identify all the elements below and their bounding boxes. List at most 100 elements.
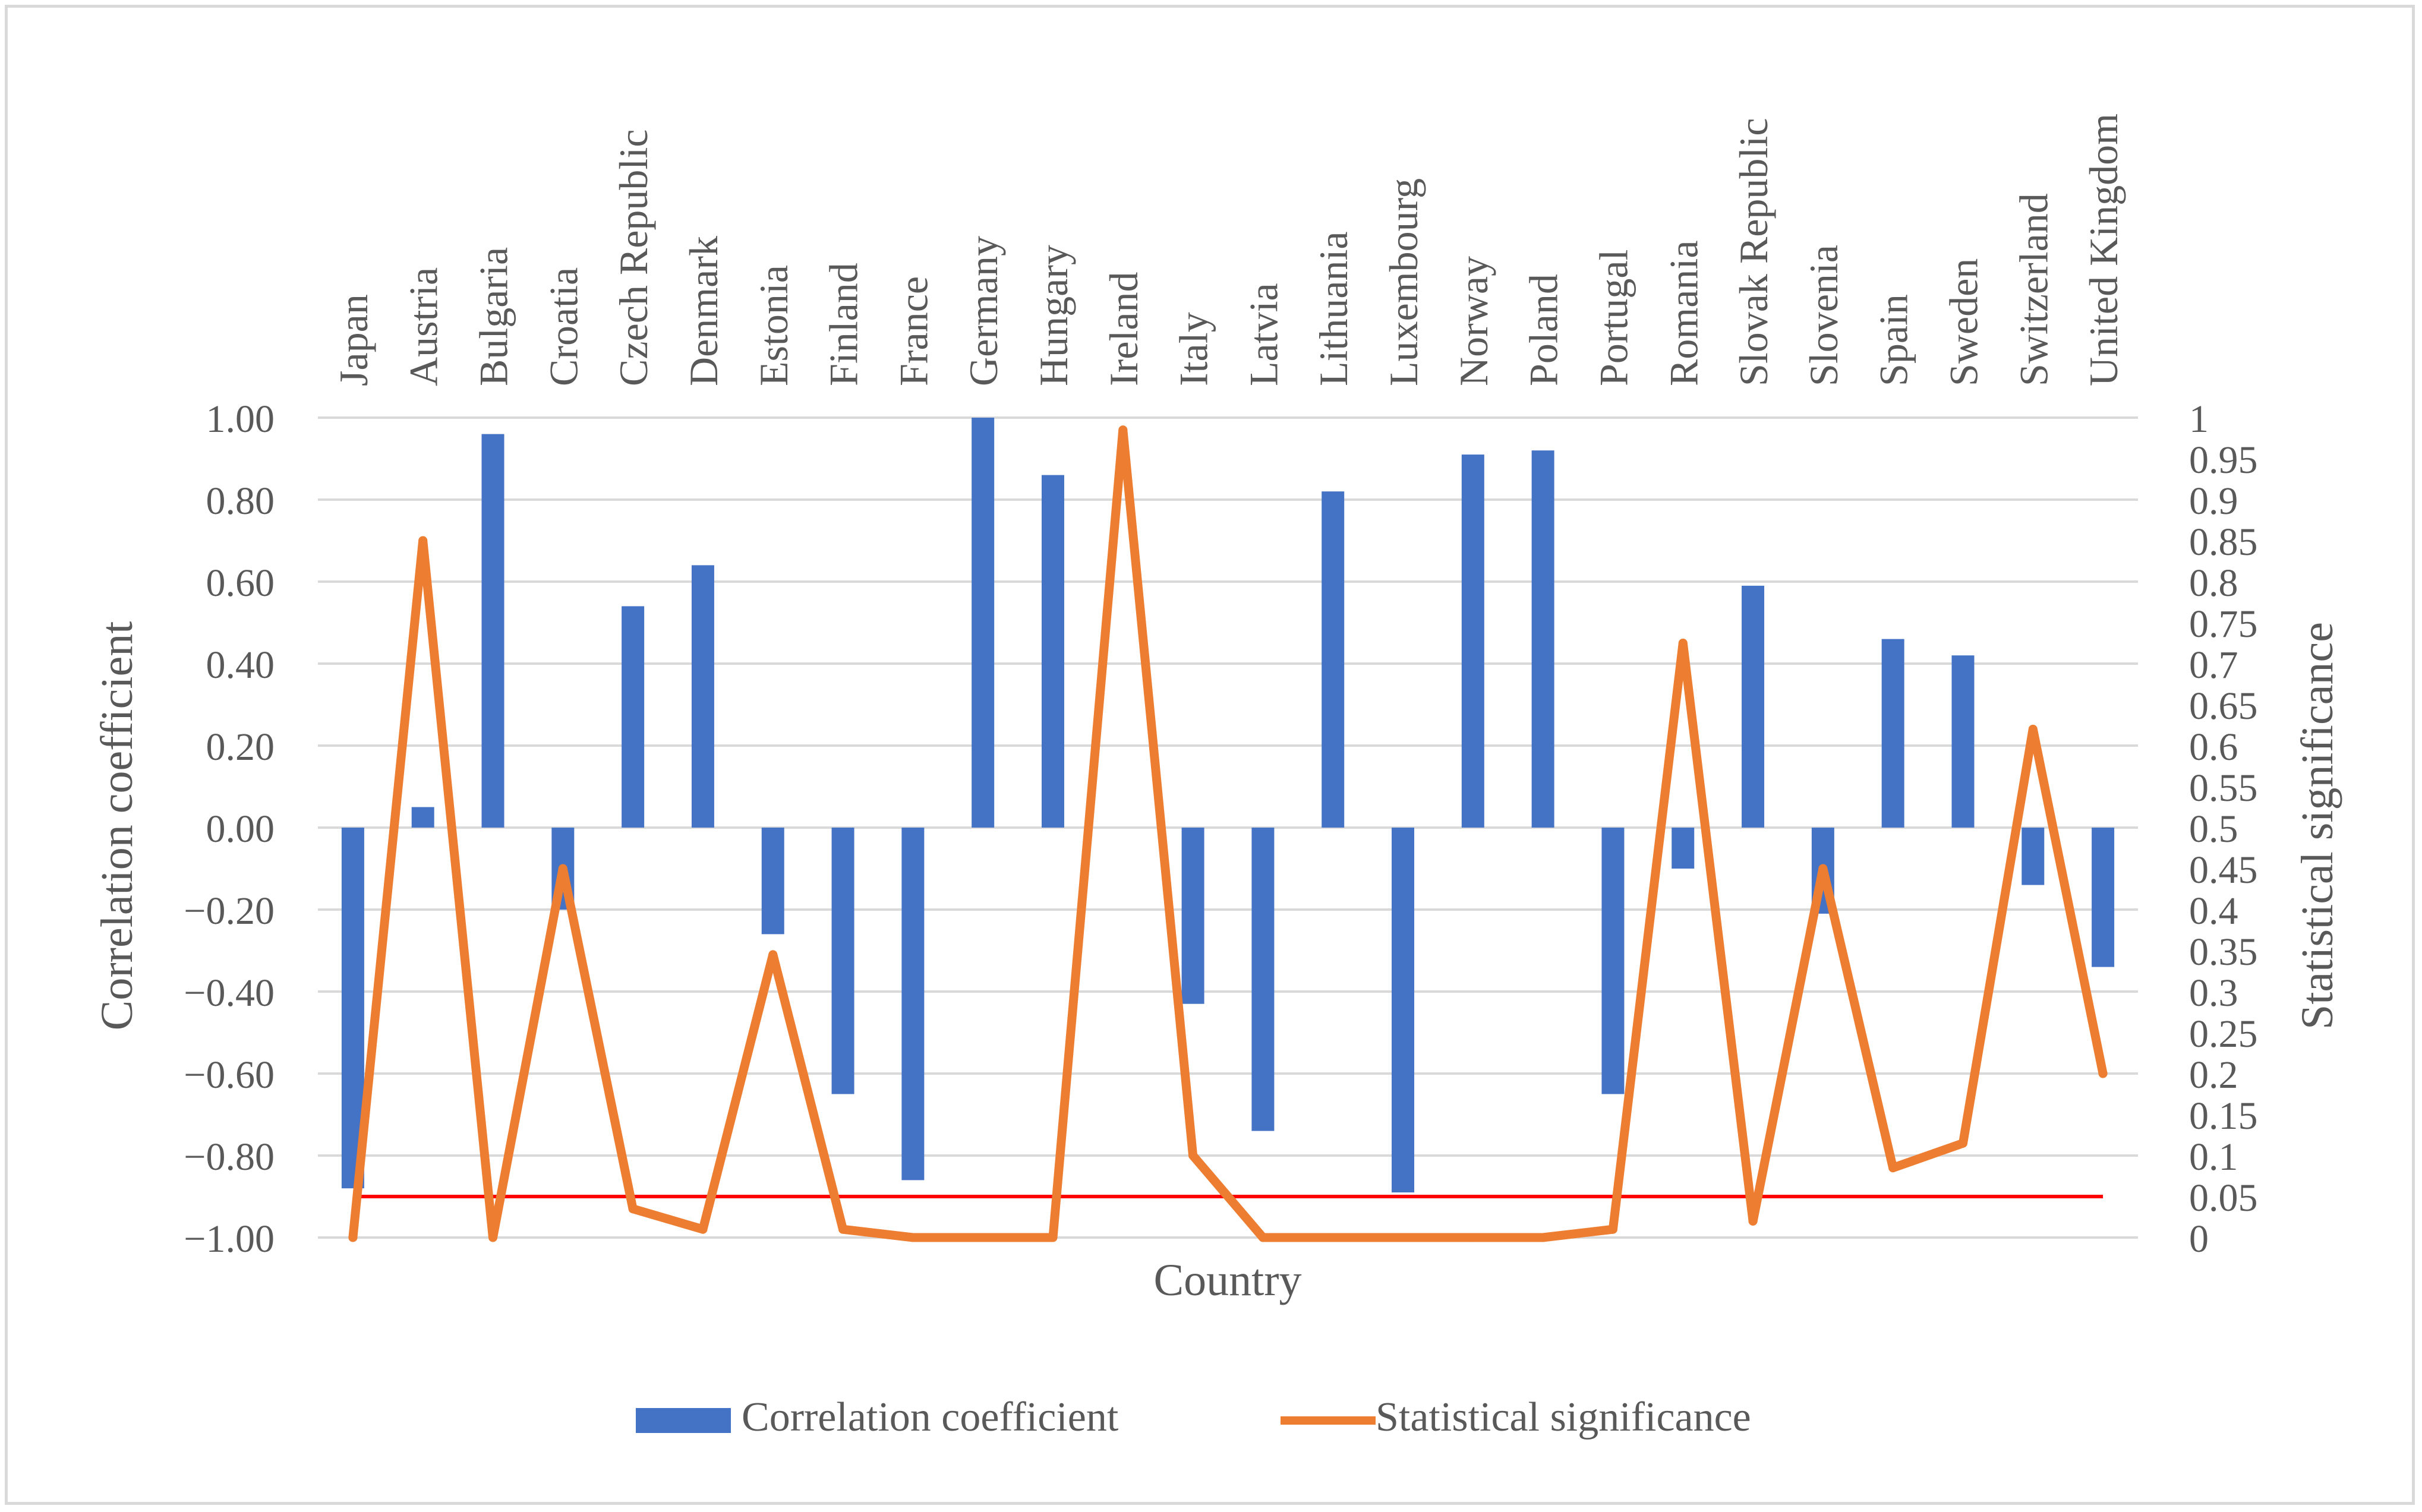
bar-switzerland: [2022, 828, 2045, 885]
y2-tick-label: 0.95: [2189, 438, 2258, 482]
y2-tick-label: 0.7: [2189, 643, 2238, 687]
y-tick-label: 1.00: [206, 397, 275, 441]
significance-point: [1258, 1233, 1267, 1242]
significance-point: [1678, 639, 1688, 648]
significance-point: [1398, 1233, 1408, 1242]
bar-germany: [972, 418, 995, 828]
y2-tick-label: 0.05: [2189, 1176, 2258, 1220]
significance-point: [1748, 1216, 1758, 1226]
x-tick-label: Norway: [1451, 256, 1496, 386]
significance-point: [1958, 1138, 1967, 1148]
y2-tick-label: 0.8: [2189, 561, 2238, 605]
y-tick-label: 0.60: [206, 561, 275, 605]
bar-france: [901, 828, 925, 1180]
bar-romania: [1672, 828, 1695, 869]
x-tick-label: Poland: [1521, 274, 1566, 386]
bar-finland: [831, 828, 854, 1094]
significance-point: [1888, 1163, 1898, 1173]
bar-hungary: [1041, 475, 1064, 828]
x-tick-label: Latvia: [1241, 283, 1286, 386]
bar-denmark: [691, 565, 714, 828]
significance-point: [908, 1233, 917, 1242]
bar-austria: [411, 807, 434, 828]
significance-line: [348, 425, 2108, 1242]
bar-sweden: [1951, 655, 1975, 828]
y-tick-label: 0.00: [206, 807, 275, 851]
significance-point: [2098, 1069, 2108, 1078]
significance-point: [2028, 724, 2038, 734]
x-tick-label: Italy: [1171, 312, 1216, 386]
x-tick-label: Austria: [401, 267, 446, 386]
significance-point: [1188, 1151, 1198, 1160]
x-tick-label: Spain: [1871, 294, 1916, 386]
y2-tick-label: 0.5: [2189, 807, 2238, 851]
bar-united-kingdom: [2092, 828, 2115, 967]
significance-point: [1468, 1233, 1478, 1242]
x-tick-label: Japan: [331, 294, 376, 386]
y2-tick-label: 0.85: [2189, 520, 2258, 564]
y2-tick-label: 0.1: [2189, 1135, 2238, 1179]
legend-label-significance: Statistical significance: [1376, 1394, 1751, 1440]
x-tick-label: Estonia: [751, 265, 796, 386]
significance-point: [1538, 1233, 1548, 1242]
x-tick-label: Portugal: [1591, 250, 1636, 386]
y-tick-label: 0.40: [206, 643, 275, 687]
x-axis-category-labels: Japan Austria Bulgaria Croatia Czech Republi…: [331, 113, 2126, 386]
x-axis-title: Country: [1153, 1255, 1301, 1305]
x-tick-label: Czech Republic: [611, 130, 656, 386]
y2-tick-label: 0.65: [2189, 684, 2258, 728]
x-tick-label: Bulgaria: [471, 247, 516, 386]
y2-tick-label: 0.2: [2189, 1053, 2238, 1097]
y-tick-label: 0.80: [206, 479, 275, 523]
significance-point: [1608, 1224, 1617, 1234]
bar-czech-republic: [622, 606, 645, 828]
y2-tick-label: 0.15: [2189, 1094, 2258, 1138]
significance-point: [1048, 1233, 1058, 1242]
y2-tick-label: 1: [2189, 397, 2209, 441]
y-tick-label: −0.80: [184, 1135, 275, 1179]
x-tick-label: Germany: [961, 236, 1006, 386]
y-axis-left-ticks: 1.00 0.80 0.60 0.40 0.20 0.00 −0.20 −0.40 −0.60 −…: [184, 397, 275, 1261]
significance-point: [698, 1224, 708, 1234]
y2-tick-label: 0.75: [2189, 602, 2258, 646]
x-tick-label: Ireland: [1101, 272, 1146, 386]
significance-point: [838, 1224, 848, 1234]
y-tick-label: −0.20: [184, 889, 275, 933]
x-tick-label: Denmark: [681, 236, 726, 386]
legend-label-correlation: Correlation coefficient: [742, 1394, 1119, 1440]
x-tick-label: Slovenia: [1801, 245, 1846, 386]
x-tick-label: Slovak Republic: [1731, 118, 1776, 386]
bar-series: [341, 418, 2115, 1193]
x-tick-label: France: [891, 276, 936, 386]
x-tick-label: Switzerland: [2011, 193, 2056, 386]
significance-point: [348, 1233, 358, 1242]
gridlines: [318, 416, 2138, 1239]
x-tick-label: United Kingdom: [2081, 113, 2126, 386]
bar-italy: [1181, 828, 1204, 1004]
x-tick-label: Luxembourg: [1381, 178, 1426, 386]
chart-frame: [5, 5, 2415, 1505]
legend-swatch-correlation: [636, 1408, 731, 1433]
bar-lithuania: [1322, 491, 1345, 828]
y2-tick-label: 0.25: [2189, 1012, 2258, 1056]
significance-point: [1118, 425, 1128, 435]
x-tick-label: Finland: [821, 263, 866, 386]
significance-point: [418, 536, 428, 545]
x-tick-label: Romania: [1661, 240, 1706, 386]
bar-portugal: [1601, 828, 1625, 1094]
y-axis-right-ticks: 10.950.90.850.80.750.70.650.60.550.50.45…: [2189, 397, 2258, 1261]
bar-bulgaria: [481, 434, 504, 828]
bar-luxembourg: [1392, 828, 1415, 1193]
y2-tick-label: 0.45: [2189, 848, 2258, 892]
y2-tick-label: 0.9: [2189, 479, 2238, 523]
y-tick-label: −0.40: [184, 971, 275, 1015]
significance-point: [978, 1233, 988, 1242]
y2-tick-label: 0: [2189, 1217, 2209, 1261]
y2-tick-label: 0.4: [2189, 889, 2238, 933]
x-tick-label: Lithuania: [1311, 231, 1356, 386]
bar-spain: [1881, 639, 1904, 828]
bar-slovak-republic: [1742, 585, 1765, 828]
significance-point: [1328, 1233, 1338, 1242]
y-tick-label: −0.60: [184, 1053, 275, 1097]
